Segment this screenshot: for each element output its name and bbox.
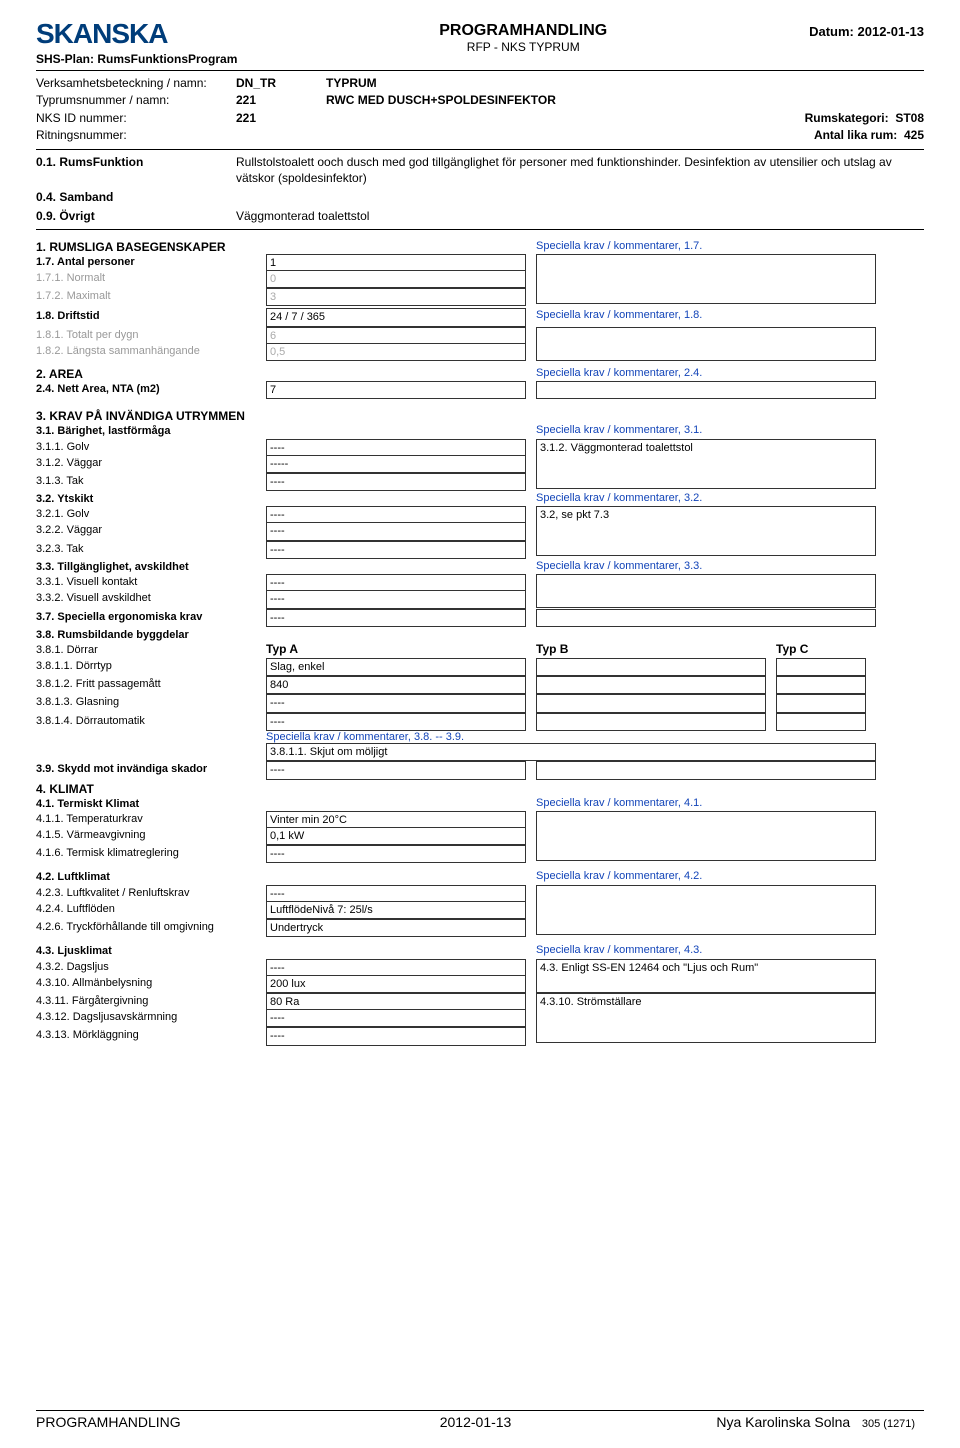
page-header: SKANSKA SHS-Plan: RumsFunktionsProgram P… — [36, 18, 924, 66]
section-3-head: 3. KRAV PÅ INVÄNDIGA UTRYMMEN — [36, 409, 924, 423]
comment-4-3a: 4.3. Enligt SS-EN 12464 och "Ljus och Ru… — [536, 959, 876, 993]
doc-title: PROGRAMHANDLING — [257, 22, 789, 40]
comment-4-2 — [536, 885, 876, 935]
meta-block: Verksamhetsbeteckning / namn:DN_TRTYPRUM… — [36, 75, 924, 145]
comment-3-8: 3.8.1.1. Skjut om möljigt — [266, 743, 876, 761]
doc-subtitle: RFP - NKS TYPRUM — [257, 40, 789, 54]
comment-3-9 — [536, 761, 876, 779]
section-2-head: 2. AREA Speciella krav / kommentarer, 2.… — [36, 367, 924, 381]
field-4-3-13: ---- — [266, 1027, 526, 1045]
field-4-2-4: LuftflödeNivå 7: 25l/s — [266, 901, 526, 919]
comment-3-3 — [536, 574, 876, 608]
field-3-1-2: ----- — [266, 455, 526, 473]
field-4-3-12: ---- — [266, 1009, 526, 1027]
comment-1-7 — [536, 254, 876, 304]
field-3-2-3: ---- — [266, 541, 526, 559]
door-rows: 3.8.1.1. DörrtypSlag, enkel3.8.1.2. Frit… — [36, 658, 924, 731]
field-4-1-5: 0,1 kW — [266, 827, 526, 845]
section-4-head: 4. KLIMAT — [36, 782, 924, 796]
comment-4-3b: 4.3.10. Strömställare — [536, 993, 876, 1043]
field-normalt: 0 — [266, 270, 526, 288]
desc-block: 0.1. RumsFunktionRullstolstoalett ooch d… — [36, 154, 924, 225]
comment-1-8 — [536, 327, 876, 361]
field-3-2-2: ---- — [266, 522, 526, 540]
comment-3-8-label: Speciella krav / kommentarer, 3.8. -- 3.… — [266, 731, 924, 743]
field-nta: 7 — [266, 381, 526, 399]
field-3-1-3: ---- — [266, 473, 526, 491]
field-maximalt: 3 — [266, 288, 526, 306]
page-footer: PROGRAMHANDLING 2012-01-13 Nya Karolinsk… — [36, 1410, 924, 1430]
section-1-head: 1. RUMSLIGA BASEGENSKAPER Speciella krav… — [36, 240, 924, 254]
field-langsta: 0,5 — [266, 343, 526, 361]
field-driftstid: 24 / 7 / 365 — [266, 308, 526, 326]
field-4-3-10: 200 lux — [266, 975, 526, 993]
plan-label: SHS-Plan: RumsFunktionsProgram — [36, 52, 237, 66]
field-4-2-6: Undertryck — [266, 919, 526, 937]
comment-3-2: 3.2, se pkt 7.3 — [536, 506, 876, 556]
comment-2-4 — [536, 381, 876, 399]
field-3-3-2: ---- — [266, 590, 526, 608]
field-3-7: ---- — [266, 609, 526, 627]
field-4-1-6: ---- — [266, 845, 526, 863]
logo: SKANSKA — [36, 18, 237, 50]
date-block: Datum: 2012-01-13 — [809, 24, 924, 39]
comment-4-1 — [536, 811, 876, 861]
section-1-body: 1.7. Antal personer 1 1.7.1. Normalt 0 1… — [36, 254, 924, 361]
field-3-9: ---- — [266, 761, 526, 779]
comment-3-1: 3.1.2. Väggmonterad toalettstol — [536, 439, 876, 489]
comment-3-7 — [536, 609, 876, 627]
